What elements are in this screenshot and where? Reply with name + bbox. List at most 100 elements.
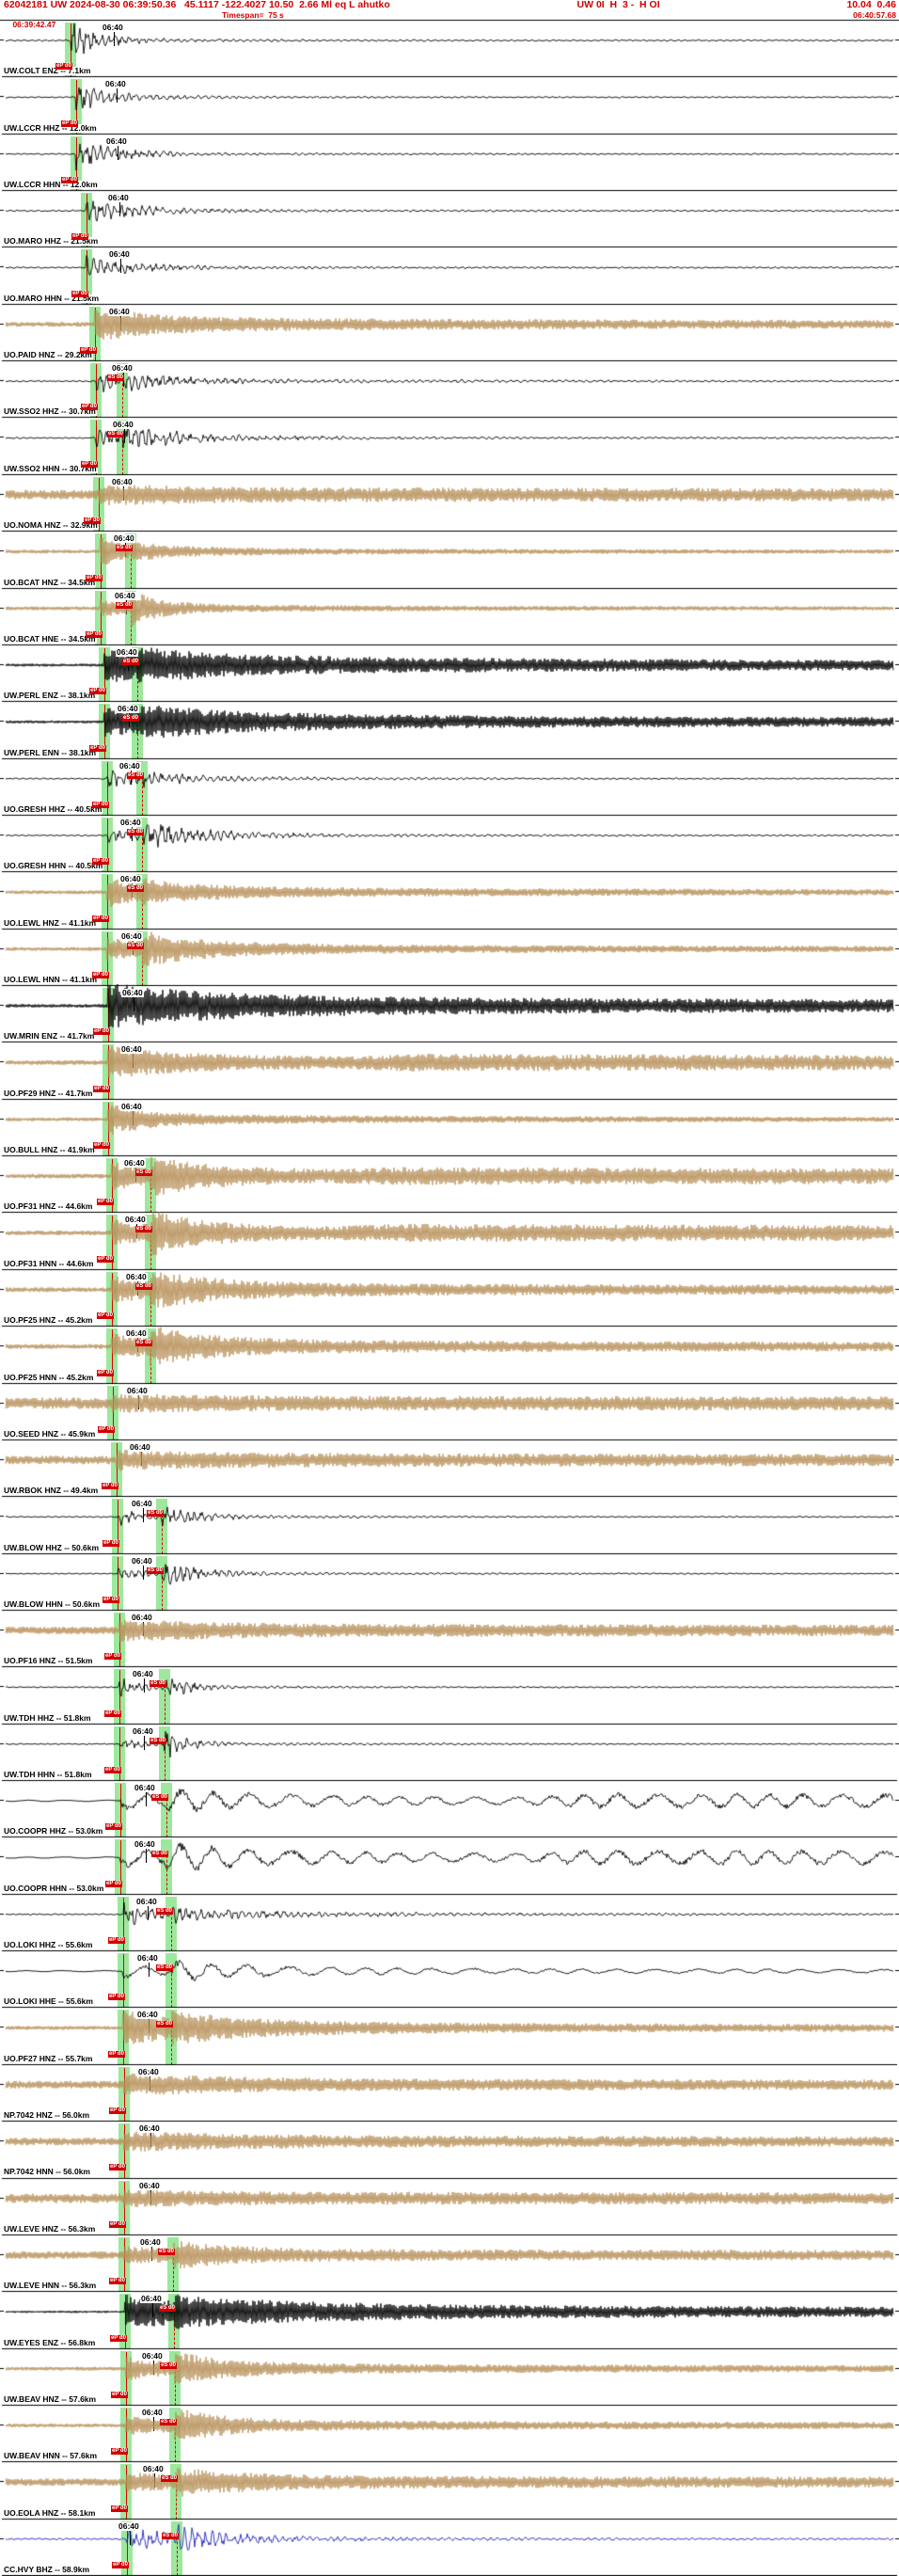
station-label[interactable]: UO.PF31 HNN -- 44.6km [3, 1258, 95, 1268]
p-pick-flag[interactable]: eP d0 [104, 1653, 121, 1661]
station-label[interactable]: UW.COLT ENZ -- 7.1km [3, 66, 92, 76]
p-pick-flag[interactable]: eP d0 [104, 1767, 121, 1773]
station-label[interactable]: UO.EOLA HNZ -- 58.1km [3, 2507, 97, 2518]
station-label[interactable]: UW.TDH HHZ -- 51.8km [3, 1712, 92, 1723]
station-label[interactable]: UO.PF25 HNZ -- 45.2km [3, 1315, 94, 1326]
p-pick-flag[interactable]: eP d0 [97, 1369, 114, 1376]
station-label[interactable]: UO.BULL HNZ -- 41.9km [3, 1145, 96, 1155]
station-label[interactable]: UW.SSO2 HHZ -- 30.7km [3, 406, 97, 417]
station-label[interactable]: UW.TDH HHN -- 51.8km [3, 1770, 93, 1779]
p-pick-flag[interactable]: eP d0 [108, 1994, 125, 2001]
station-label[interactable]: NP.7042 HNN -- 56.0km [3, 2167, 91, 2177]
p-pick-flag[interactable]: eP d0 [97, 1199, 114, 1206]
p-pick-flag[interactable]: eP d0 [109, 2220, 126, 2228]
station-label[interactable]: UO.LEWL HNZ -- 41.1km [3, 917, 98, 928]
s-pick-flag[interactable]: eS d0 [156, 2021, 174, 2028]
station-label[interactable]: UO.BCAT HNZ -- 34.5km [3, 577, 97, 587]
p-pick-flag[interactable]: eP d0 [109, 2107, 126, 2115]
s-pick-flag[interactable]: eS d0 [135, 1226, 153, 1233]
station-label[interactable]: UW.BLOW HHN -- 50.6km [3, 1598, 102, 1609]
s-pick-flag[interactable]: eS d0 [151, 1851, 169, 1858]
s-pick-flag[interactable]: eS d0 [107, 431, 125, 438]
p-pick-flag[interactable]: eP d0 [92, 801, 109, 808]
p-pick-flag[interactable]: eP d0 [103, 1539, 119, 1547]
station-label[interactable]: UO.PAID HNZ -- 29.2km [3, 350, 93, 360]
station-label[interactable]: CC.HVY BHZ -- 58.9km [3, 2564, 91, 2574]
p-pick-flag[interactable]: eP d0 [103, 1596, 119, 1603]
s-pick-flag[interactable]: eS d0 [147, 1510, 165, 1518]
p-pick-flag[interactable]: eP d0 [92, 858, 109, 866]
p-pick-flag[interactable]: eP d0 [110, 2334, 127, 2342]
station-label[interactable]: UO.NOMA HNZ -- 32.9km [3, 520, 99, 531]
p-pick-flag[interactable]: eP d0 [111, 2504, 128, 2512]
p-pick-flag[interactable]: eP d0 [102, 1483, 118, 1490]
p-pick-flag[interactable]: eP d0 [86, 630, 103, 638]
p-pick-flag[interactable]: eP d0 [71, 290, 88, 297]
p-pick-flag[interactable]: eP d0 [84, 517, 101, 525]
s-pick-flag[interactable]: eS d0 [147, 1566, 165, 1574]
station-label[interactable]: UO.GRESH HHN -- 40.5km [3, 861, 104, 871]
s-pick-flag[interactable]: eS d0 [159, 2305, 177, 2313]
s-pick-flag[interactable]: eS d0 [160, 2418, 178, 2425]
p-pick-flag[interactable]: eP d0 [108, 2050, 125, 2058]
p-pick-flag[interactable]: eP d0 [81, 460, 98, 468]
station-label[interactable]: UW.LCCR HHN -- 12.0km [3, 180, 99, 190]
s-pick-flag[interactable]: eS d0 [135, 1340, 153, 1347]
station-label[interactable]: UW.BEAV HNN -- 57.6km [3, 2451, 99, 2461]
s-pick-flag[interactable]: eS d0 [150, 1680, 167, 1688]
p-pick-flag[interactable]: eP d0 [108, 1937, 125, 1945]
station-label[interactable]: UW.BLOW HHZ -- 50.6km [3, 1542, 101, 1552]
s-pick-flag[interactable]: eS d0 [122, 715, 140, 723]
p-pick-flag[interactable]: eP d0 [92, 914, 109, 922]
p-pick-flag[interactable]: eP d0 [61, 177, 78, 184]
p-pick-flag[interactable]: eP d0 [89, 688, 106, 695]
p-pick-flag[interactable]: eP d0 [89, 744, 106, 752]
station-label[interactable]: UO.GRESH HHZ -- 40.5km [3, 803, 103, 814]
p-pick-flag[interactable]: eP d0 [105, 1880, 122, 1887]
station-label[interactable]: UO.BCAT HNE -- 34.5km [3, 633, 97, 644]
s-pick-flag[interactable]: eS d0 [116, 601, 134, 609]
station-label[interactable]: UO.LEWL HNN -- 41.1km [3, 975, 99, 985]
p-pick-flag[interactable]: eP d0 [71, 233, 88, 241]
p-pick-flag[interactable]: eP d0 [93, 1085, 110, 1092]
station-label[interactable]: NP.7042 HNZ -- 56.0km [3, 2110, 91, 2121]
p-pick-flag[interactable]: eP d0 [55, 63, 72, 71]
s-pick-flag[interactable]: eS d0 [135, 1282, 153, 1290]
s-pick-flag[interactable]: eS d0 [151, 1794, 169, 1802]
station-label[interactable]: UO.PF16 HNZ -- 51.5km [3, 1656, 94, 1666]
s-pick-flag[interactable]: eS d0 [122, 658, 140, 665]
p-pick-flag[interactable]: eP d0 [93, 1028, 110, 1036]
station-label[interactable]: UW.PERL ENN -- 38.1km [3, 747, 98, 757]
station-label[interactable]: UW.RBOK HNZ -- 49.4km [3, 1486, 100, 1496]
station-label[interactable]: UO.PF31 HNZ -- 44.6km [3, 1201, 94, 1212]
p-pick-flag[interactable]: eP d0 [80, 347, 97, 355]
station-label[interactable]: UO.COOPR HHZ -- 53.0km [3, 1826, 104, 1837]
s-pick-flag[interactable]: eS d0 [116, 545, 134, 552]
p-pick-flag[interactable]: eP d0 [105, 1823, 122, 1831]
station-label[interactable]: UW.LCCR HHZ -- 12.0km [3, 122, 98, 133]
s-pick-flag[interactable]: eS d0 [127, 828, 145, 835]
p-pick-flag[interactable]: eP d0 [109, 2278, 126, 2285]
p-pick-flag[interactable]: eP d0 [111, 2391, 128, 2398]
p-pick-flag[interactable]: eP d0 [97, 1255, 114, 1263]
s-pick-flag[interactable]: eS d0 [156, 1907, 174, 1915]
station-label[interactable]: UW.BEAV HNZ -- 57.6km [3, 2393, 98, 2404]
s-pick-flag[interactable]: eS d0 [156, 1964, 174, 1972]
station-label[interactable]: UO.MARO HHN -- 21.5km [3, 293, 101, 303]
p-pick-flag[interactable]: eP d0 [112, 2561, 129, 2568]
s-pick-flag[interactable]: eS d0 [158, 2248, 176, 2255]
p-pick-flag[interactable]: eP d0 [92, 972, 109, 979]
station-label[interactable]: UO.MARO HHZ -- 21.5km [3, 236, 100, 246]
s-pick-flag[interactable]: eS d0 [150, 1737, 167, 1744]
station-label[interactable]: UW.MRIN ENZ -- 41.7km [3, 1031, 96, 1042]
p-pick-flag[interactable]: eP d0 [97, 1312, 114, 1320]
station-label[interactable]: UO.LOKI HHZ -- 55.6km [3, 1940, 94, 1950]
station-label[interactable]: UO.SEED HNZ -- 45.9km [3, 1428, 97, 1439]
s-pick-flag[interactable]: eS d0 [160, 2361, 178, 2369]
station-label[interactable]: UW.PERL ENZ -- 38.1km [3, 691, 97, 701]
s-pick-flag[interactable]: eS d0 [127, 771, 145, 779]
station-label[interactable]: UW.LEVE HNN -- 56.3km [3, 2281, 98, 2291]
p-pick-flag[interactable]: eP d0 [104, 1709, 121, 1717]
p-pick-flag[interactable]: eP d0 [61, 119, 78, 127]
p-pick-flag[interactable]: eP d0 [109, 2164, 126, 2171]
